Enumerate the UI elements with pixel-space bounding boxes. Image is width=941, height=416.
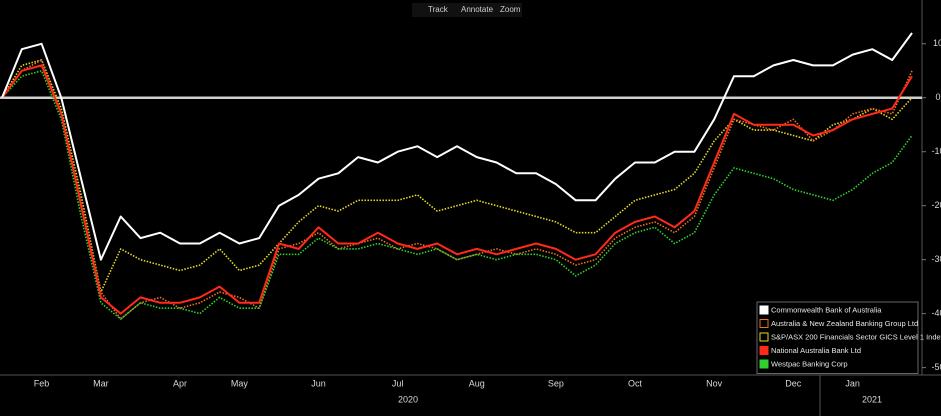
toolbar: [412, 3, 522, 17]
year-label: 2020: [398, 394, 418, 404]
x-tick-label: Apr: [173, 378, 187, 388]
x-tick-label: Jul: [392, 378, 404, 388]
x-tick-label: Jan: [845, 378, 860, 388]
legend-label: National Australia Bank Ltd: [771, 346, 861, 355]
x-tick-label: Feb: [34, 378, 50, 388]
y-tick-label: -10: [931, 146, 941, 156]
legend-swatch: [759, 305, 769, 315]
year-label: 2021: [862, 394, 882, 404]
series-line: [1, 64, 913, 315]
legend-swatch: [759, 346, 769, 355]
series-line: [1, 59, 913, 320]
legend-label: Commonwealth Bank of Australia: [771, 305, 882, 314]
toolbar-track[interactable]: Track: [428, 5, 449, 14]
y-tick-label: -30: [931, 254, 941, 264]
y-tick-label: -40: [931, 308, 941, 318]
y-tick-label: 10: [933, 38, 941, 48]
legend-swatch: [759, 319, 769, 328]
x-tick-label: Mar: [93, 378, 109, 388]
series-line: [1, 32, 913, 261]
legend-label: Australia & New Zealand Banking Group Lt…: [771, 319, 918, 328]
legend-swatch: [759, 332, 769, 342]
y-tick-label: 0: [935, 92, 940, 102]
x-tick-label: Oct: [628, 378, 643, 388]
toolbar-zoom[interactable]: Zoom: [500, 5, 521, 14]
series-line: [1, 70, 913, 320]
series-line: [1, 59, 913, 293]
x-tick-label: Dec: [785, 378, 802, 388]
y-tick-label: -20: [931, 200, 941, 210]
legend-label: Westpac Banking Corp: [771, 359, 848, 368]
y-tick-label: -50: [931, 362, 941, 372]
legend-box: [756, 301, 919, 374]
x-tick-label: Nov: [706, 378, 723, 388]
toolbar-annotate[interactable]: Annotate: [461, 5, 494, 14]
x-tick-label: Jun: [311, 378, 326, 388]
legend-label: S&P/ASX 200 Financials Sector GICS Level…: [771, 332, 941, 341]
x-tick-label: Sep: [548, 378, 564, 388]
x-tick-label: May: [231, 378, 249, 388]
x-tick-label: Aug: [469, 378, 485, 388]
legend-swatch: [759, 359, 769, 369]
